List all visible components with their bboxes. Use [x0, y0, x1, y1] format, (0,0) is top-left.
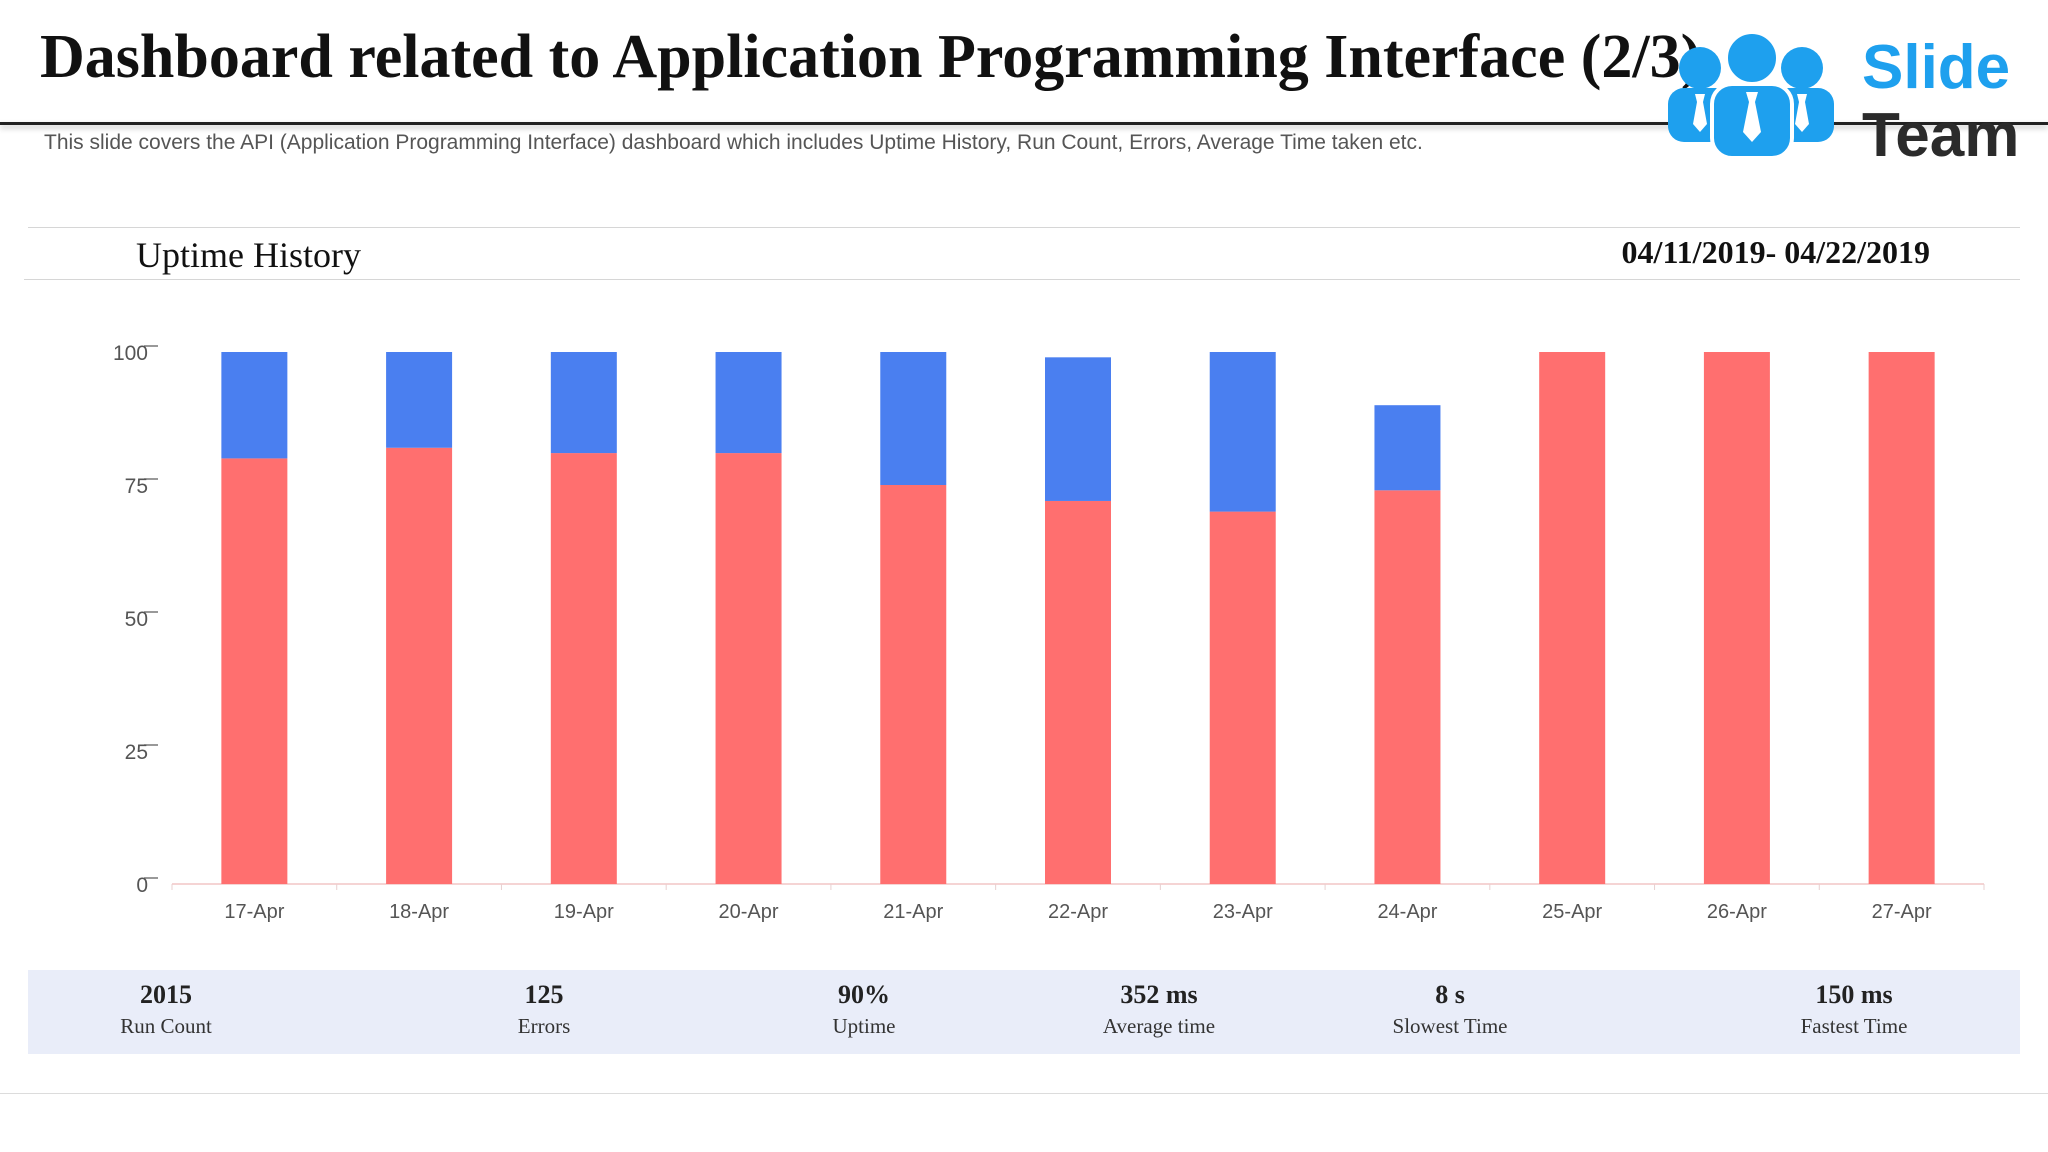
date-range: 04/11/2019- 04/22/2019	[1621, 234, 1930, 270]
stat-label: Average time	[1102, 1014, 1216, 1038]
y-tick-label: 100	[113, 342, 148, 365]
x-tick-label: 18-Apr	[389, 901, 449, 923]
stat-value: 90%	[838, 980, 890, 1009]
stat-label: Slowest Time	[1392, 1014, 1508, 1038]
slide-subtitle: This slide covers the API (Application P…	[44, 131, 1423, 154]
bar-downtime-23-apr	[1209, 352, 1276, 512]
bar-uptime-20-apr	[715, 453, 782, 884]
bar-uptime-27-apr	[1868, 352, 1935, 884]
stat-value: 125	[524, 980, 564, 1009]
bar-uptime-22-apr	[1045, 500, 1111, 884]
footer-divider	[0, 1093, 2048, 1094]
x-tick-label: 19-Apr	[554, 901, 614, 923]
y-tick-label: 0	[136, 874, 148, 897]
stats-strip: 2015 Run Count 125 Errors 90% Uptime 352 ms Ave…	[28, 970, 2020, 1054]
y-tick-label: 75	[125, 475, 148, 498]
slide-title: Dashboard related to Application Program…	[40, 23, 1702, 91]
stat-label: Run Count	[120, 1014, 212, 1038]
stat-label: Uptime	[832, 1014, 896, 1038]
x-tick-label: 17-Apr	[224, 901, 284, 923]
logo-text-slide: Slide	[1862, 33, 2011, 102]
bar-downtime-21-apr	[880, 352, 947, 485]
bar-downtime-20-apr	[715, 352, 782, 454]
bar-downtime-18-apr	[386, 352, 453, 448]
x-tick-label: 24-Apr	[1377, 901, 1437, 923]
stat-fastest-time: 150 ms Fastest Time	[1801, 980, 1908, 1039]
stat-value: 352 ms	[1120, 980, 1198, 1009]
stat-label: Fastest Time	[1800, 1014, 1908, 1038]
stat-value: 2015	[139, 980, 192, 1009]
bar-uptime-19-apr	[550, 453, 617, 884]
stat-slowest-time: 8 s Slowest Time	[1393, 980, 1508, 1039]
slideteam-logo: Slide Team	[1660, 28, 2020, 170]
bar-uptime-17-apr	[221, 458, 288, 884]
bar-uptime-18-apr	[386, 447, 453, 884]
bar-uptime-23-apr	[1209, 511, 1276, 884]
x-tick-label: 23-Apr	[1213, 901, 1273, 923]
x-tick-label: 21-Apr	[883, 901, 943, 923]
y-tick-label: 25	[125, 741, 148, 764]
panel-top-divider	[28, 227, 2020, 228]
stat-value: 8 s	[1435, 980, 1465, 1009]
team-people-icon	[1668, 30, 1834, 160]
x-tick-label: 27-Apr	[1872, 901, 1932, 923]
panel-header-divider	[24, 279, 2020, 280]
stat-uptime: 90% Uptime	[833, 980, 896, 1039]
y-tick-label: 50	[125, 608, 148, 631]
x-tick-label: 26-Apr	[1707, 901, 1767, 923]
bar-uptime-24-apr	[1374, 490, 1441, 884]
x-tick-label: 22-Apr	[1048, 901, 1108, 923]
bar-downtime-19-apr	[550, 352, 617, 454]
bar-uptime-25-apr	[1539, 352, 1606, 884]
stat-value: 150 ms	[1815, 980, 1893, 1009]
bar-uptime-21-apr	[880, 485, 947, 884]
uptime-history-chart: 0 25 50 75 100 17-Apr 18-Apr 19-Apr 20-Apr 21-Apr…	[113, 342, 1985, 923]
bar-downtime-17-apr	[221, 352, 288, 459]
stat-run-count: 2015 Run Count	[120, 980, 212, 1039]
title-divider	[0, 122, 2048, 125]
bar-uptime-26-apr	[1703, 352, 1770, 884]
x-tick-label: 25-Apr	[1542, 901, 1602, 923]
bar-downtime-24-apr	[1374, 405, 1441, 491]
stat-label: Errors	[517, 1014, 571, 1038]
bar-downtime-22-apr	[1045, 357, 1111, 501]
logo-text-team: Team	[1862, 101, 2020, 170]
stat-average-time: 352 ms Average time	[1103, 980, 1215, 1039]
stat-errors: 125 Errors	[518, 980, 570, 1039]
chart-title: Uptime History	[136, 235, 361, 275]
x-tick-label: 20-Apr	[719, 901, 779, 923]
